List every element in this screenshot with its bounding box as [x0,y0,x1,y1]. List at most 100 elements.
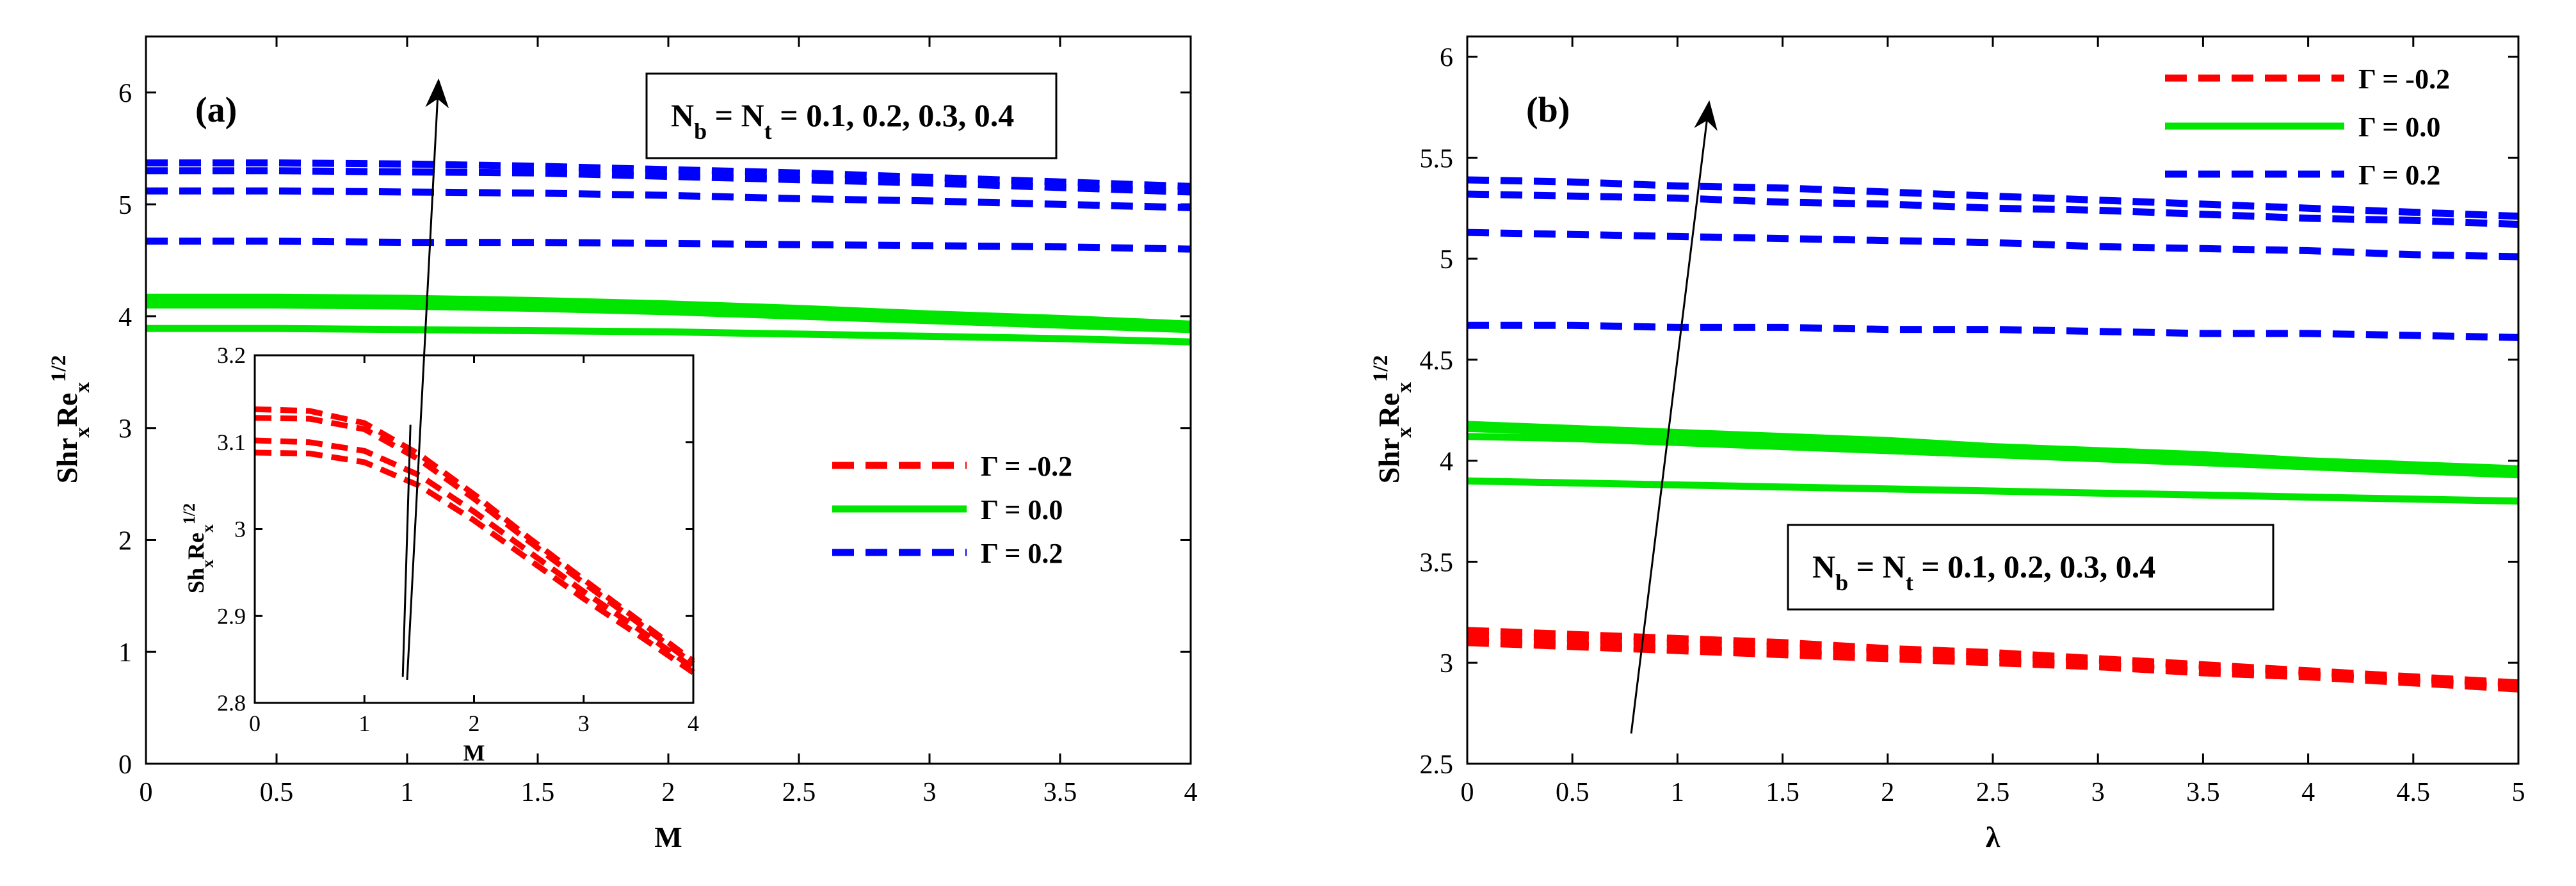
y-tick-label: 4 [118,303,132,332]
y-tick-label: 3.5 [1420,548,1454,577]
series-line [1467,639,2519,693]
panel-label: (b) [1526,90,1570,130]
series-line [1467,190,2519,228]
annotation-eq: = N [707,97,764,133]
annotation-text: Nb = Nt = 0.1, 0.2, 0.3, 0.4 [1812,549,2155,595]
inset-y-label-sup: 1/2 [180,503,198,524]
axes-frame [1466,35,2520,765]
series-line [146,325,1191,346]
y-tick-label: 5.5 [1420,144,1454,173]
x-tick-label: 2.5 [1976,778,2010,807]
axes-frame [145,35,1192,765]
y-tick-label: 4.5 [1420,346,1454,376]
legend-label: Γ = -0.2 [981,451,1072,482]
annotation-values: = 0.1, 0.2, 0.3, 0.4 [1913,549,2156,584]
panel-label: (a) [195,90,237,130]
inset-y-label-base: Sh [183,568,209,593]
annotation-nb-sub: b [1835,570,1848,595]
annotation-box [1787,524,2274,611]
series-line [1467,229,2519,261]
trend-arrow [406,78,449,681]
y-label-base: Shr [51,438,83,484]
annotation-nb: N [1812,549,1835,584]
y-axis-label: ShrxRex1/2 [1369,355,1416,484]
y-label-sup: 1/2 [47,355,70,382]
series-line [1467,321,2519,341]
y-tick-label: 3 [1440,649,1453,679]
x-axis-label: M [654,821,682,853]
x-tick-label: 1.5 [521,778,555,807]
series-line [1467,176,2519,220]
inset-background [255,355,693,703]
annotation-values: = 0.1, 0.2, 0.3, 0.4 [772,97,1015,133]
y-label-sub: x [1392,427,1416,438]
inset-series-line [254,437,695,671]
annotation-box [645,72,1058,159]
inset-y-label-sub: x [198,560,217,568]
inset-y-axis-label: ShxRex1/2 [180,503,217,593]
annotation-text: Nb = Nt = 0.1, 0.2, 0.3, 0.4 [671,97,1014,144]
legend-label: Γ = 0.0 [981,494,1063,526]
y-tick-label: 2 [118,526,132,556]
y-tick-label: 3 [118,415,132,444]
inset-series-line [254,406,695,664]
legend-label: Γ = 0.2 [2358,159,2440,191]
y-label-sup: 1/2 [1369,355,1392,382]
annotation-nt-sub: t [764,118,772,144]
y-tick-label: 5 [118,191,132,220]
inset-y-label-mid: Re [183,533,209,560]
series-line [146,187,1191,211]
y-tick-label: 1 [118,638,132,668]
series-line [1467,421,2519,472]
inset-y-label-sub2: x [198,524,217,533]
y-label-mid: Re [51,393,83,428]
x-tick-label: 0 [140,778,153,807]
series-line [1467,631,2519,689]
x-axis-label: λ [1986,821,2000,853]
x-tick-label: 4 [2301,778,2315,807]
inset-x-tick-label: 2 [469,711,480,736]
x-tick-label: 4.5 [2397,778,2431,807]
x-tick-label: 1 [1671,778,1684,807]
inset-series-line [254,449,695,675]
y-label-base: Shr [1373,438,1405,484]
y-tick-label: 0 [118,750,132,780]
x-tick-label: 0.5 [1556,778,1590,807]
series-line [1467,477,2519,505]
x-tick-label: 3 [2091,778,2105,807]
x-tick-label: 4 [1184,778,1198,807]
series-line [146,167,1191,196]
annotation-nb-sub: b [694,118,707,144]
inset-y-tick-label: 3.2 [217,342,246,368]
x-tick-label: 0.5 [260,778,294,807]
panel-b: 0 0.5 1 1.5 2 2.5 3 3.5 4 4.5 5 2.5 3 3.5 4 4.5 5 5.5 6 (b)… [1369,35,2525,853]
y-tick-label: 4 [1440,447,1453,477]
inset-y-tick-label: 3 [234,517,246,542]
x-tick-label: 1.5 [1766,778,1799,807]
inset-x-tick-label: 1 [358,711,370,736]
inset-x-tick-label: 3 [578,711,590,736]
series-line [1467,433,2519,479]
x-tick-label: 2 [1881,778,1894,807]
trend-arrow [1630,100,1718,734]
series-line [146,293,1191,328]
y-label-sub2: x [70,382,94,393]
series-line [146,238,1191,253]
x-tick-label: 1 [401,778,414,807]
legend-label: Γ = 0.0 [2358,111,2440,143]
y-label-sub: x [70,427,94,438]
y-label-sub2: x [1392,382,1416,393]
inset-x-axis-label: M [463,740,485,766]
series-line [146,301,1191,334]
inset-y-tick-label: 2.8 [217,690,246,716]
series-line [1467,627,2519,687]
x-tick-label: 2 [662,778,675,807]
y-label-mid: Re [1373,393,1405,428]
x-tick-label: 3.5 [2186,778,2220,807]
inset-y-tick-label: 2.9 [217,603,246,629]
panel-a: 0 0.5 1 1.5 2 2.5 3 3.5 4 0 1 2 3 4 5 6 0 1 2 3 4 2.8 2.9 3 3.1 3… [47,35,1198,853]
x-tick-label: 0 [1461,778,1474,807]
annotation-nt-sub: t [1906,570,1913,595]
inset-arrow-line [401,424,412,677]
